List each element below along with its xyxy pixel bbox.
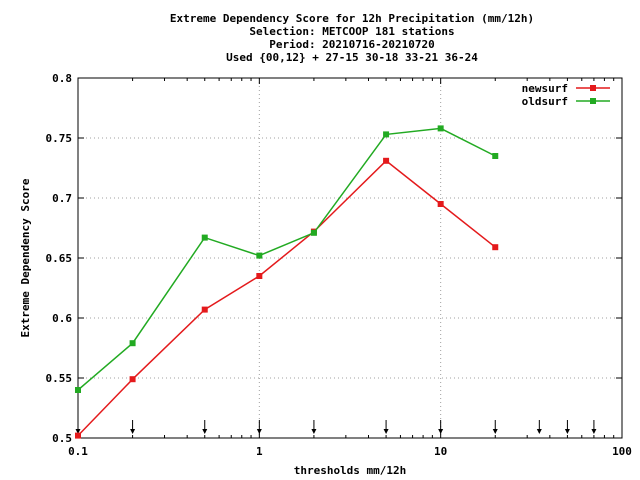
data-point	[201, 306, 208, 313]
data-point	[75, 387, 81, 393]
y-tick-label: 0.65	[46, 252, 73, 265]
data-point	[256, 273, 263, 279]
threshold-arrow	[492, 420, 498, 434]
threshold-arrow-head	[564, 429, 570, 434]
threshold-arrow-head	[75, 429, 81, 434]
data-point	[129, 340, 136, 347]
threshold-arrow	[75, 420, 81, 434]
legend-marker	[590, 85, 596, 91]
y-tick-label: 0.5	[52, 432, 72, 445]
threshold-arrow-head	[536, 429, 542, 434]
threshold-arrow	[536, 420, 542, 434]
title-line: Selection: METCOOP 181 stations	[249, 25, 454, 38]
series-newsurf	[75, 157, 499, 439]
y-tick-label: 0.55	[46, 372, 73, 385]
y-tick-label: 0.6	[52, 312, 72, 325]
axis-ticks: 0.5 0.55 0.6 0.65 0.7 0.75 0.8 0.1 1 10 100	[46, 72, 632, 458]
x-tick-label: 100	[612, 445, 632, 458]
series	[75, 125, 499, 439]
data-point	[492, 244, 499, 251]
threshold-arrow-head	[492, 429, 498, 434]
threshold-arrow	[311, 420, 317, 434]
threshold-arrow-head	[591, 429, 597, 434]
data-point	[256, 252, 263, 259]
title-line: Period: 20210716-20210720	[269, 38, 435, 51]
threshold-markers	[75, 420, 597, 434]
data-point	[201, 234, 208, 241]
threshold-arrow	[438, 420, 444, 434]
chart-title: Extreme Dependency Score for 12h Precipi…	[170, 12, 534, 64]
threshold-arrow	[256, 420, 262, 434]
series-oldsurf	[75, 125, 499, 393]
y-tick-label: 0.75	[46, 132, 73, 145]
data-point	[437, 201, 444, 207]
grid	[78, 78, 622, 438]
data-point	[75, 432, 81, 439]
data-point	[310, 229, 317, 236]
title-line: Extreme Dependency Score for 12h Precipi…	[170, 12, 534, 25]
legend-label: oldsurf	[522, 95, 568, 108]
threshold-arrow	[564, 420, 570, 434]
threshold-arrow-head	[383, 429, 389, 434]
x-tick-label: 0.1	[68, 445, 88, 458]
threshold-arrow	[130, 420, 136, 434]
threshold-arrow-head	[202, 429, 208, 434]
x-tick-label: 1	[256, 445, 263, 458]
threshold-arrow-head	[130, 429, 136, 434]
data-point	[492, 153, 499, 159]
threshold-arrow-head	[311, 429, 317, 434]
title-line: Used {00,12} + 27-15 30-18 33-21 36-24	[226, 51, 478, 64]
y-axis-label: Extreme Dependency Score	[19, 178, 32, 337]
threshold-arrow	[591, 420, 597, 434]
threshold-arrow	[202, 420, 208, 434]
x-tick-label: 10	[434, 445, 447, 458]
data-point	[437, 125, 444, 132]
y-tick-label: 0.8	[52, 72, 72, 85]
data-point	[383, 131, 390, 138]
series-line	[77, 127, 496, 391]
data-point	[383, 157, 390, 164]
series-line	[77, 159, 496, 437]
legend-label: newsurf	[522, 82, 568, 95]
legend-marker	[590, 98, 596, 104]
threshold-arrow	[383, 420, 389, 434]
x-axis-label: thresholds mm/12h	[294, 464, 407, 477]
y-tick-label: 0.7	[52, 192, 72, 205]
threshold-arrow-head	[256, 429, 262, 434]
data-point	[129, 376, 136, 383]
threshold-arrow-head	[438, 429, 444, 434]
